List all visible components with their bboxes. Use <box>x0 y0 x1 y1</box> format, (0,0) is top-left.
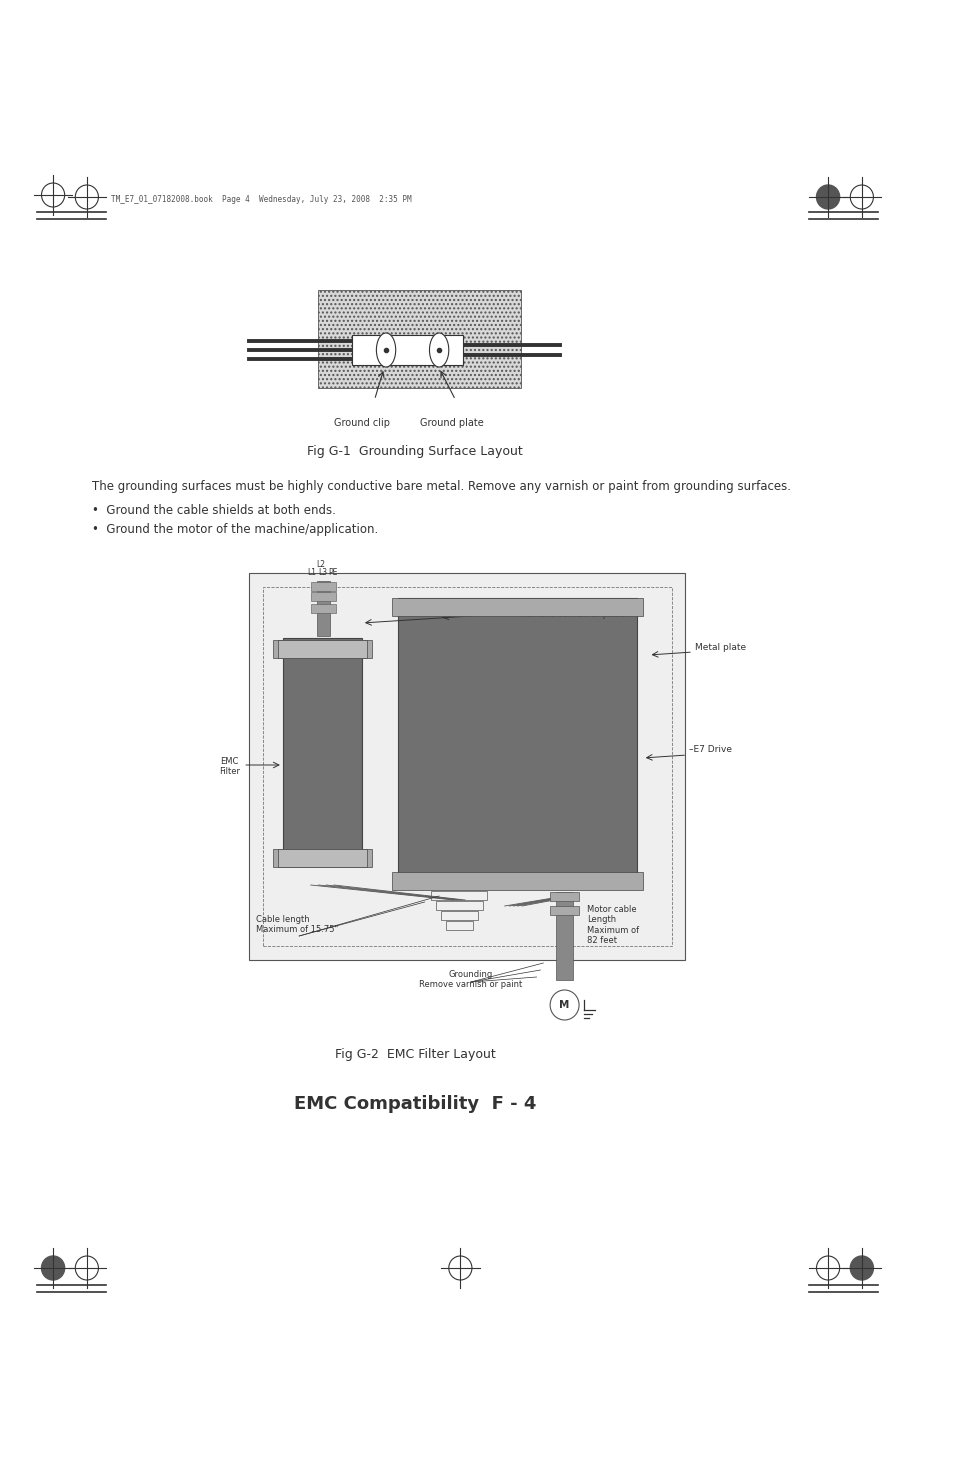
Bar <box>277 640 366 658</box>
Bar <box>431 891 487 900</box>
Ellipse shape <box>429 333 448 367</box>
Text: M: M <box>558 1000 569 1010</box>
Text: TM_E7_01_07182008.book  Page 4  Wednesday, July 23, 2008  2:35 PM: TM_E7_01_07182008.book Page 4 Wednesday,… <box>111 196 411 205</box>
Text: Fig G-1  Grounding Surface Layout: Fig G-1 Grounding Surface Layout <box>307 445 522 459</box>
Text: Grounding
Remove varnish or paint: Grounding Remove varnish or paint <box>419 971 522 990</box>
Text: Cable length
Maximum of 15.75": Cable length Maximum of 15.75" <box>255 914 337 934</box>
Text: PE: PE <box>328 568 337 577</box>
Text: EMC
Filter: EMC Filter <box>219 757 240 776</box>
Text: Ground clip: Ground clip <box>334 417 390 428</box>
Text: –E7 Drive: –E7 Drive <box>688 745 731 755</box>
Bar <box>397 597 637 888</box>
Circle shape <box>816 184 839 209</box>
Bar <box>316 581 330 636</box>
Bar <box>550 906 578 914</box>
Text: Metal plate: Metal plate <box>694 643 745 652</box>
Bar <box>352 335 463 364</box>
Bar <box>550 892 578 901</box>
Bar <box>445 920 473 931</box>
Text: L3: L3 <box>317 568 327 577</box>
Bar <box>262 587 671 945</box>
Bar <box>273 850 371 867</box>
Circle shape <box>550 990 578 1021</box>
Bar <box>311 603 335 614</box>
Text: EMC Compatibility  F - 4: EMC Compatibility F - 4 <box>294 1094 536 1114</box>
Bar <box>436 901 482 910</box>
Text: Motor cable
Length
Maximum of
82 feet: Motor cable Length Maximum of 82 feet <box>586 906 639 945</box>
Text: L2: L2 <box>315 560 325 569</box>
Bar <box>282 639 361 864</box>
Text: •  Ground the motor of the machine/application.: • Ground the motor of the machine/applic… <box>91 524 377 535</box>
Bar <box>556 892 573 979</box>
Bar <box>273 640 371 658</box>
Circle shape <box>849 1257 873 1280</box>
Text: Fig G-2  EMC Filter Layout: Fig G-2 EMC Filter Layout <box>335 1049 495 1061</box>
Text: •  Ground the cable shields at both ends.: • Ground the cable shields at both ends. <box>91 504 335 518</box>
Bar <box>249 572 684 960</box>
Text: L1: L1 <box>307 568 315 577</box>
Bar <box>277 850 366 867</box>
Text: Grounding
Remove varnish or paint: Grounding Remove varnish or paint <box>520 600 624 620</box>
Bar <box>318 291 520 388</box>
Text: Ground plate: Ground plate <box>419 417 483 428</box>
Bar <box>440 912 477 920</box>
Bar <box>311 583 335 591</box>
Text: The grounding surfaces must be highly conductive bare metal. Remove any varnish : The grounding surfaces must be highly co… <box>91 479 790 493</box>
Bar <box>392 872 642 889</box>
Bar <box>392 597 642 617</box>
Ellipse shape <box>376 333 395 367</box>
Bar <box>311 591 335 600</box>
Circle shape <box>42 1257 65 1280</box>
